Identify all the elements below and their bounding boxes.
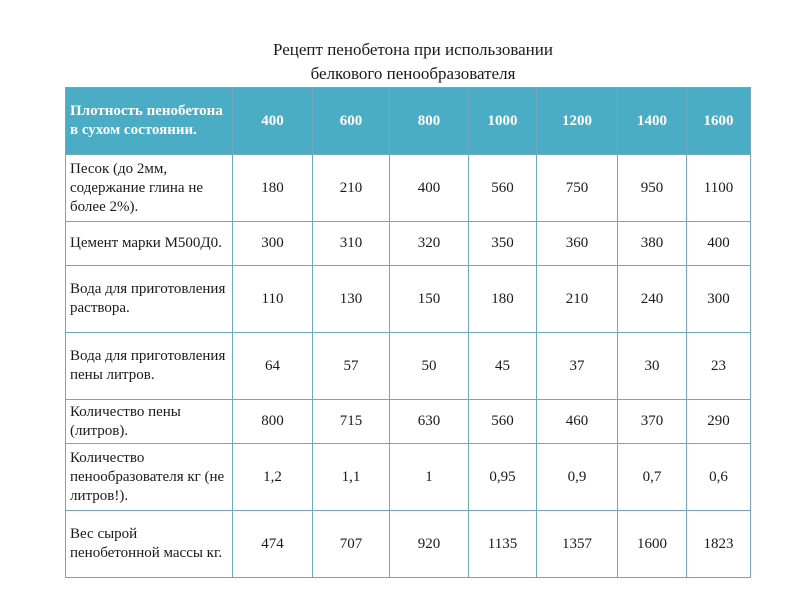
row-label: Вода для приготовления пены литров. [65, 332, 233, 400]
table-cell: 715 [312, 399, 390, 444]
table-cell: 1,1 [312, 443, 390, 511]
table-cell: 380 [617, 221, 687, 266]
table-cell: 400 [389, 154, 469, 222]
table-row: Цемент марки М500Д0. 300 310 320 350 360 380 40… [65, 221, 751, 266]
table-cell: 1823 [686, 510, 751, 578]
title-line-2: белкового пенообразователя [310, 64, 516, 83]
table-cell: 150 [389, 265, 469, 333]
table-cell: 400 [686, 221, 751, 266]
table-cell: 240 [617, 265, 687, 333]
table-cell: 50 [389, 332, 469, 400]
table-cell: 474 [232, 510, 313, 578]
table-cell: 560 [468, 399, 537, 444]
row-label: Количество пены (литров). [65, 399, 233, 444]
table-cell: 45 [468, 332, 537, 400]
title-line-1: Рецепт пенобетона при использовании [273, 40, 553, 59]
table-cell: 210 [312, 154, 390, 222]
table-cell: 57 [312, 332, 390, 400]
table-cell: 950 [617, 154, 687, 222]
table-cell: 560 [468, 154, 537, 222]
table-cell: 210 [536, 265, 618, 333]
table-cell: 110 [232, 265, 313, 333]
density-header-cell: 1400 [617, 87, 687, 155]
table-cell: 64 [232, 332, 313, 400]
density-header-cell: 1600 [686, 87, 751, 155]
table-cell: 0,6 [686, 443, 751, 511]
table-cell: 350 [468, 221, 537, 266]
table-cell: 300 [232, 221, 313, 266]
table-body: Песок (до 2мм, содержание глина не более… [65, 154, 751, 578]
table-cell: 37 [536, 332, 618, 400]
table-row: Вода для приготовления пены литров. 64 57 5… [65, 332, 751, 400]
table-cell: 1,2 [232, 443, 313, 511]
table-cell: 0,9 [536, 443, 618, 511]
table-row: Количество пенообразователя кг (не литро… [65, 443, 751, 511]
table-cell: 310 [312, 221, 390, 266]
table-row: Количество пены (литров). 800 715 630 560 460… [65, 399, 751, 444]
table-cell: 707 [312, 510, 390, 578]
density-header-label: Плотность пенобетона в сухом состоянии. [65, 87, 233, 155]
document-title: Рецепт пенобетона при использовании белк… [0, 38, 800, 86]
table-cell: 320 [389, 221, 469, 266]
density-header-cell: 800 [389, 87, 469, 155]
table-cell: 800 [232, 399, 313, 444]
table-row: Вода для приготовления раствора. 110 130 15… [65, 265, 751, 333]
table-cell: 1135 [468, 510, 537, 578]
recipe-table: Плотность пенобетона в сухом состоянии. … [65, 87, 751, 578]
table-cell: 1 [389, 443, 469, 511]
table-cell: 360 [536, 221, 618, 266]
table-cell: 0,7 [617, 443, 687, 511]
row-label: Цемент марки М500Д0. [65, 221, 233, 266]
table-cell: 130 [312, 265, 390, 333]
table-cell: 180 [468, 265, 537, 333]
row-label: Песок (до 2мм, содержание глина не более… [65, 154, 233, 222]
table-row: Песок (до 2мм, содержание глина не более… [65, 154, 751, 222]
table-cell: 30 [617, 332, 687, 400]
table-cell: 23 [686, 332, 751, 400]
table-cell: 750 [536, 154, 618, 222]
row-label: Количество пенообразователя кг (не литро… [65, 443, 233, 511]
density-header-cell: 1200 [536, 87, 618, 155]
table-cell: 1100 [686, 154, 751, 222]
table-cell: 300 [686, 265, 751, 333]
table-cell: 180 [232, 154, 313, 222]
table-cell: 0,95 [468, 443, 537, 511]
table-header-row: Плотность пенобетона в сухом состоянии. … [65, 87, 751, 155]
table-cell: 460 [536, 399, 618, 444]
row-label: Вес сырой пенобетонной массы кг. [65, 510, 233, 578]
table-cell: 1600 [617, 510, 687, 578]
table-cell: 630 [389, 399, 469, 444]
table-cell: 370 [617, 399, 687, 444]
table-row: Вес сырой пенобетонной массы кг. 474 707 92… [65, 510, 751, 578]
table-cell: 290 [686, 399, 751, 444]
density-header-cell: 600 [312, 87, 390, 155]
row-label: Вода для приготовления раствора. [65, 265, 233, 333]
table-cell: 920 [389, 510, 469, 578]
table-cell: 1357 [536, 510, 618, 578]
density-header-cell: 400 [232, 87, 313, 155]
density-header-cell: 1000 [468, 87, 537, 155]
